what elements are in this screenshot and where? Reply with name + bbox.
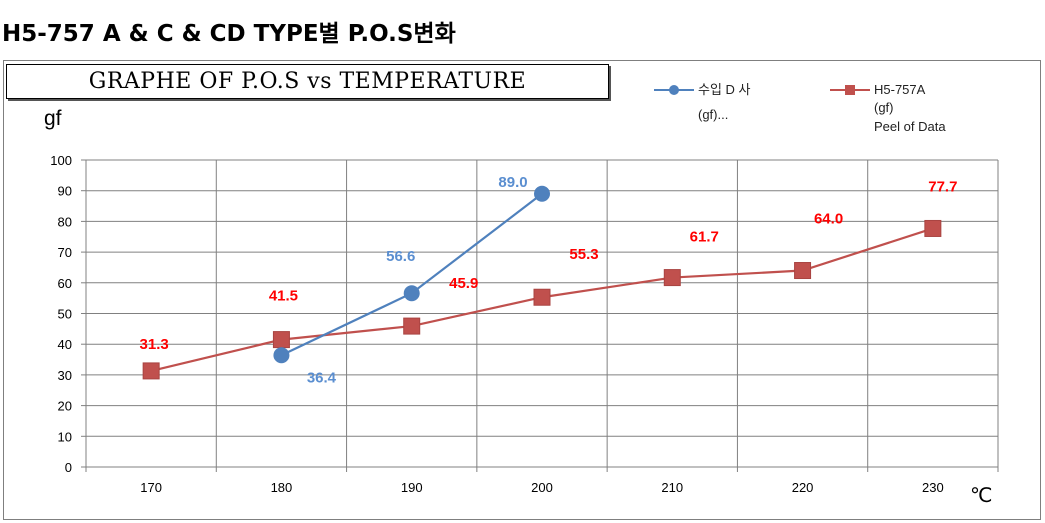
data-label-red: 77.7	[928, 178, 957, 195]
x-tick-label: 230	[922, 480, 944, 495]
data-label-red: 45.9	[449, 275, 478, 292]
y-tick-label: 70	[58, 245, 72, 260]
data-label-blue: 89.0	[498, 174, 527, 191]
data-point-square	[794, 262, 812, 280]
data-label-blue: 56.6	[386, 248, 415, 265]
x-axis-unit-label: ℃	[970, 483, 993, 507]
chart-frame	[3, 60, 1041, 520]
chart-title: GRAPHE OF P.O.S vs TEMPERATURE	[88, 69, 527, 94]
x-tick-label: 190	[401, 480, 423, 495]
data-label-red: 61.7	[690, 229, 719, 246]
page-title: H5-757 A & C & CD TYPE별 P.O.S변화	[2, 21, 456, 47]
x-tick-label: 200	[531, 480, 553, 495]
x-tick-label: 180	[271, 480, 293, 495]
legend-label-red-desc: Peel of Data	[874, 119, 946, 134]
legend-label-red-unit: (gf)	[874, 100, 894, 115]
legend-label-blue-unit: (gf)...	[698, 107, 729, 122]
data-label-red: 55.3	[569, 246, 598, 263]
y-tick-label: 20	[58, 399, 72, 414]
y-tick-label: 50	[58, 307, 72, 322]
x-tick-label: 170	[140, 480, 162, 495]
y-tick-label: 100	[50, 153, 72, 168]
y-tick-label: 60	[58, 276, 72, 291]
legend-label-blue: 수입 D 사	[698, 82, 751, 97]
legend-label-red: H5-757A	[874, 82, 926, 97]
data-point-square	[142, 362, 160, 380]
y-tick-label: 40	[58, 337, 72, 352]
data-label-red: 41.5	[269, 288, 298, 305]
y-tick-label: 90	[58, 184, 72, 199]
data-point-square	[272, 331, 290, 349]
data-label-blue: 36.4	[307, 369, 337, 386]
data-point-square	[533, 288, 551, 306]
legend-marker-red	[830, 85, 870, 95]
y-tick-label: 30	[58, 368, 72, 383]
legend-marker-blue	[654, 85, 694, 95]
data-point-square	[663, 269, 681, 287]
data-point-square	[403, 317, 421, 335]
y-tick-label: 10	[58, 429, 72, 444]
data-label-red: 31.3	[140, 336, 169, 353]
data-point-circle	[273, 347, 290, 364]
data-label-red: 64.0	[814, 211, 843, 228]
x-tick-label: 210	[661, 480, 683, 495]
y-tick-label: 0	[65, 460, 72, 475]
chart-title-box: GRAPHE OF P.O.S vs TEMPERATURE	[6, 64, 609, 99]
x-tick-label: 220	[792, 480, 814, 495]
data-point-circle	[534, 185, 550, 202]
y-axis-label: gf	[44, 107, 62, 130]
data-point-square	[924, 219, 942, 237]
y-tick-label: 80	[58, 214, 72, 229]
data-point-circle	[403, 285, 420, 302]
